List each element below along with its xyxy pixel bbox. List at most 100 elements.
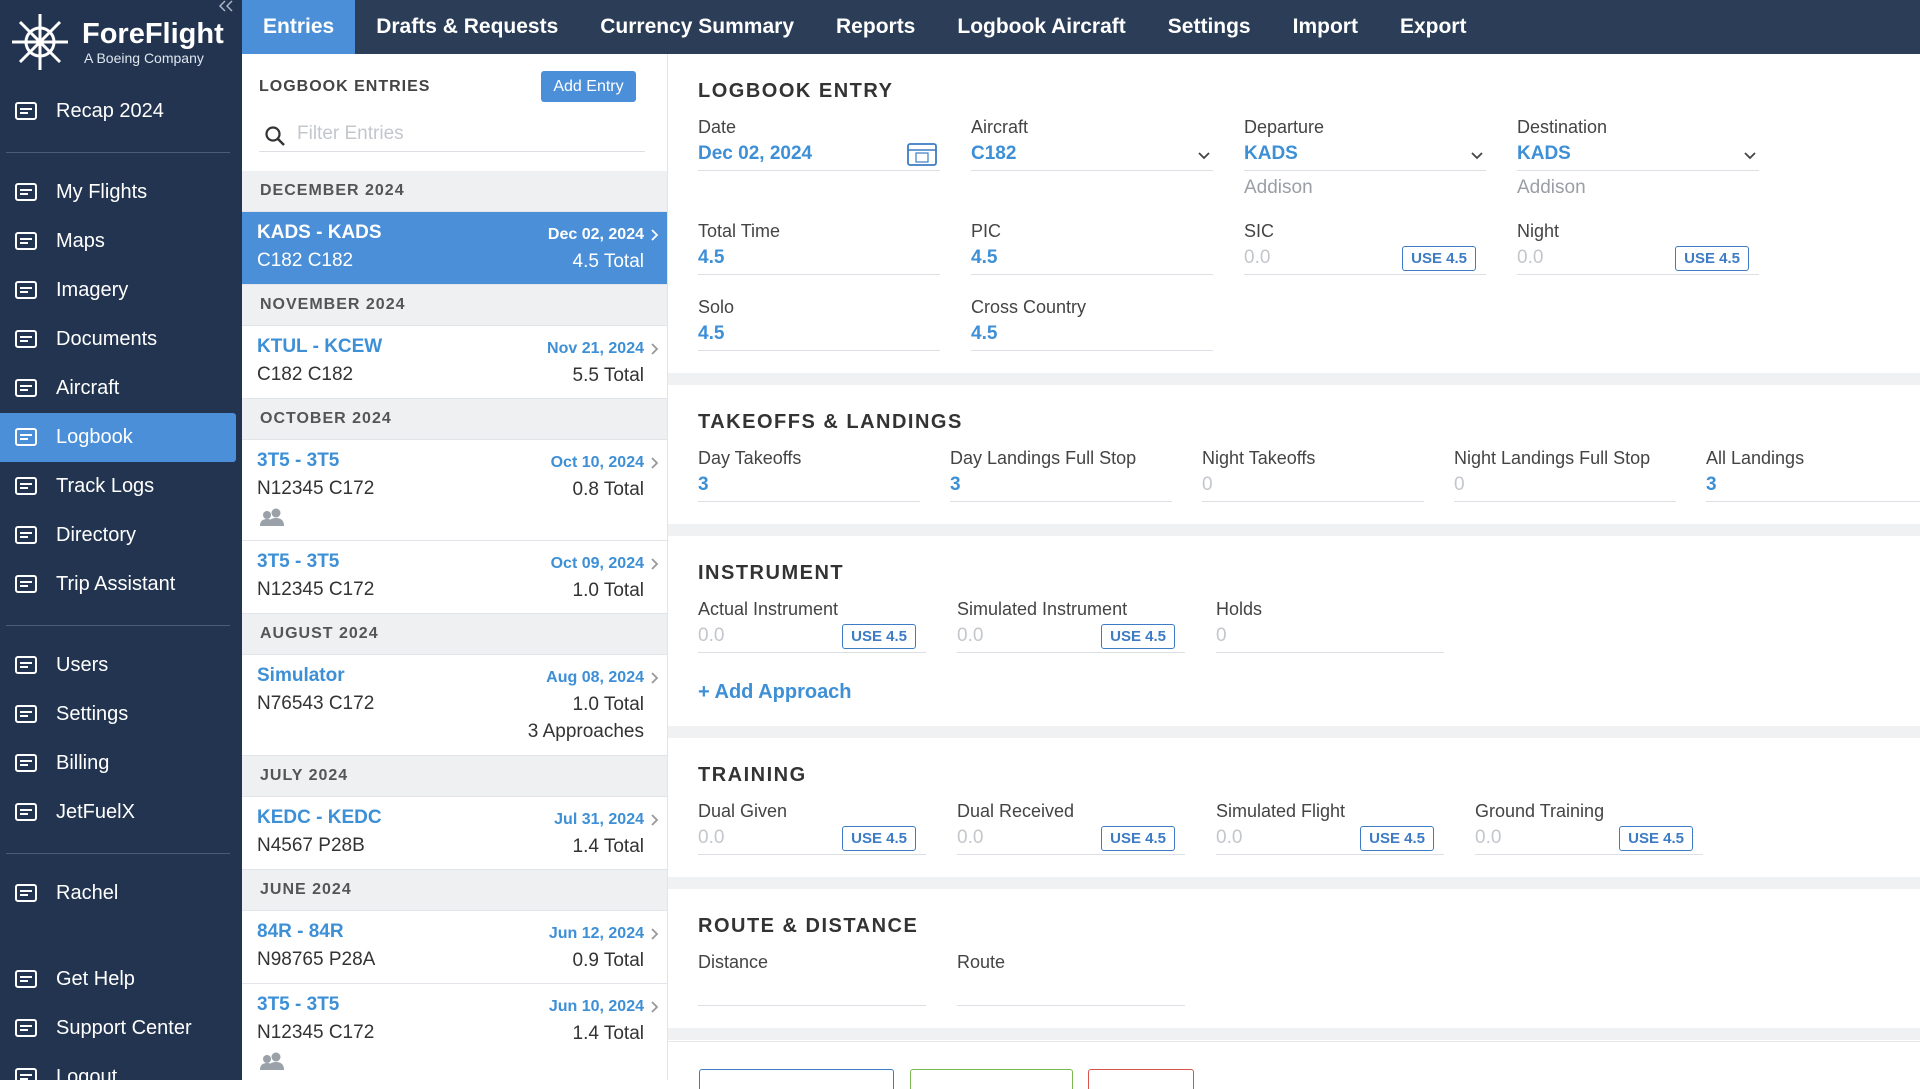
entry-route: Simulator — [257, 665, 345, 686]
entry-row[interactable]: 3T5 - 3T5 Oct 10, 2024 N12345 C172 0.8 Tota… — [242, 440, 667, 541]
nav-label: Logout — [56, 1066, 118, 1080]
tab[interactable]: Import — [1292, 15, 1358, 38]
month-header: NOVEMBER 2024 — [242, 285, 667, 326]
field-input[interactable]: 3 — [1706, 469, 1920, 502]
field-input[interactable]: 4.5 — [971, 318, 1213, 351]
field-input[interactable]: C182 — [971, 138, 1213, 171]
nav-item[interactable]: Support Center — [0, 1004, 236, 1053]
entry-row[interactable]: 84R - 84R Jun 12, 2024 N98765 P28A 0.9 Tota… — [242, 911, 667, 984]
nav-item[interactable]: Logbook — [0, 413, 236, 462]
nav-icon — [15, 330, 37, 348]
field-input[interactable]: KADS — [1244, 138, 1486, 171]
nav-item[interactable]: Aircraft — [0, 364, 236, 413]
field-value: KADS — [1517, 143, 1571, 164]
use-button[interactable]: USE 4.5 — [1675, 246, 1749, 271]
chevron — [651, 457, 659, 469]
tab[interactable]: Reports — [836, 15, 916, 38]
nav-item[interactable]: Rachel — [0, 869, 236, 918]
field-input[interactable]: 0 — [1216, 620, 1444, 653]
field-input[interactable]: 0.0 USE 4.5 — [957, 620, 1185, 653]
nav-item[interactable]: My Flights — [0, 168, 236, 217]
nav-item[interactable]: Users — [0, 641, 236, 690]
add-approach-link[interactable]: + Add Approach — [698, 681, 852, 703]
nav-icon — [15, 183, 37, 201]
collapse-icon[interactable] — [218, 0, 234, 12]
entry-total: 4.5 Total — [572, 251, 644, 272]
field-value: 3 — [1706, 474, 1717, 495]
footer-button[interactable] — [699, 1069, 894, 1089]
chevron — [651, 1001, 659, 1013]
field-input[interactable] — [957, 973, 1185, 1006]
nav-item[interactable]: Imagery — [0, 266, 236, 315]
spacer — [0, 918, 242, 955]
nav-item[interactable]: Directory — [0, 511, 236, 560]
use-button[interactable]: USE 4.5 — [1101, 624, 1175, 649]
entry-row[interactable]: 3T5 - 3T5 Jun 10, 2024 N12345 C172 1.4 Tota… — [242, 984, 667, 1080]
nav-item[interactable]: Billing — [0, 739, 236, 788]
field-label: Route — [957, 952, 1006, 972]
tab[interactable]: Drafts & Requests — [376, 15, 559, 38]
field-input[interactable]: 4.5 — [698, 318, 940, 351]
use-button[interactable]: USE 4.5 — [1402, 246, 1476, 271]
nav-item[interactable]: Maps — [0, 217, 236, 266]
field-input[interactable]: 4.5 — [971, 242, 1213, 275]
field-sub: Addison — [1244, 177, 1313, 198]
field: PIC 4.5 — [971, 221, 1213, 275]
use-button[interactable]: USE 4.5 — [842, 624, 916, 649]
field-input[interactable] — [698, 973, 926, 1006]
nav-item[interactable]: Documents — [0, 315, 236, 364]
field: Dual Given 0.0 USE 4.5 — [698, 801, 926, 855]
tab[interactable]: Entries — [242, 0, 356, 54]
nav-item[interactable]: Logout — [0, 1053, 236, 1080]
use-button[interactable]: USE 4.5 — [1360, 826, 1434, 851]
use-button[interactable]: USE 4.5 — [842, 826, 916, 851]
entry-total: 0.8 Total — [572, 479, 644, 500]
entry-row[interactable]: 3T5 - 3T5 Oct 09, 2024 N12345 C172 1.0 Tota… — [242, 541, 667, 614]
field-value: 0.0 — [698, 625, 725, 646]
field: Day Landings Full Stop 3 — [950, 448, 1172, 502]
field-label: Simulated Instrument — [957, 599, 1128, 619]
nav-item[interactable]: Recap 2024 — [0, 87, 236, 136]
field-input[interactable]: 4.5 — [698, 242, 940, 275]
tab[interactable]: Currency Summary — [600, 15, 795, 38]
field-input[interactable]: KADS — [1517, 138, 1759, 171]
use-button[interactable]: USE 4.5 — [1101, 826, 1175, 851]
footer-button[interactable] — [1088, 1069, 1194, 1089]
field-value: KADS — [1244, 143, 1298, 164]
entry-row[interactable]: Simulator Aug 08, 2024 N76543 C172 1.0 Tota… — [242, 655, 667, 756]
nav-item[interactable]: Trip Assistant — [0, 560, 236, 609]
entry-row[interactable]: KADS - KADS Dec 02, 2024 C182 C182 4.5 Tota… — [242, 212, 667, 285]
tab[interactable]: Settings — [1167, 15, 1251, 38]
entry-row[interactable]: KEDC - KEDC Jul 31, 2024 N4567 P28B 1.4 Tot… — [242, 797, 667, 870]
field: Destination KADS Addison — [1517, 117, 1759, 199]
field-input[interactable]: 0 — [1202, 469, 1424, 502]
nav-label: Track Logs — [56, 475, 155, 497]
entry-row[interactable]: KTUL - KCEW Nov 21, 2024 C182 C182 5.5 Tota… — [242, 326, 667, 399]
filter-input[interactable]: Filter Entries — [259, 116, 645, 152]
tab[interactable]: Export — [1399, 15, 1467, 38]
nav-item[interactable]: JetFuelX — [0, 788, 236, 837]
field-input[interactable]: 0.0 USE 4.5 — [698, 822, 926, 855]
add-entry-button[interactable]: Add Entry — [541, 71, 636, 102]
field-input[interactable]: Dec 02, 2024 — [698, 138, 940, 171]
chevron — [651, 229, 659, 241]
use-button[interactable]: USE 4.5 — [1619, 826, 1693, 851]
field-label: Total Time — [698, 221, 781, 241]
footer-button[interactable] — [910, 1069, 1073, 1089]
nav-item[interactable]: Get Help — [0, 955, 236, 1004]
field-input[interactable]: 0.0 USE 4.5 — [1475, 822, 1703, 855]
field-value: 0.0 — [957, 625, 984, 646]
field-input[interactable]: 0.0 USE 4.5 — [1216, 822, 1444, 855]
nav-item[interactable]: Track Logs — [0, 462, 236, 511]
field-input[interactable]: 3 — [698, 469, 920, 502]
nav-item[interactable]: Settings — [0, 690, 236, 739]
entry-total: 1.0 Total — [572, 694, 644, 715]
nav-icon — [15, 102, 37, 120]
field-input[interactable]: 0.0 USE 4.5 — [698, 620, 926, 653]
field-input[interactable]: 0.0 USE 4.5 — [957, 822, 1185, 855]
field-input[interactable]: 0.0 USE 4.5 — [1517, 242, 1759, 275]
field-input[interactable]: 3 — [950, 469, 1172, 502]
tab[interactable]: Logbook Aircraft — [957, 15, 1126, 38]
field-input[interactable]: 0 — [1454, 469, 1676, 502]
field-input[interactable]: 0.0 USE 4.5 — [1244, 242, 1486, 275]
